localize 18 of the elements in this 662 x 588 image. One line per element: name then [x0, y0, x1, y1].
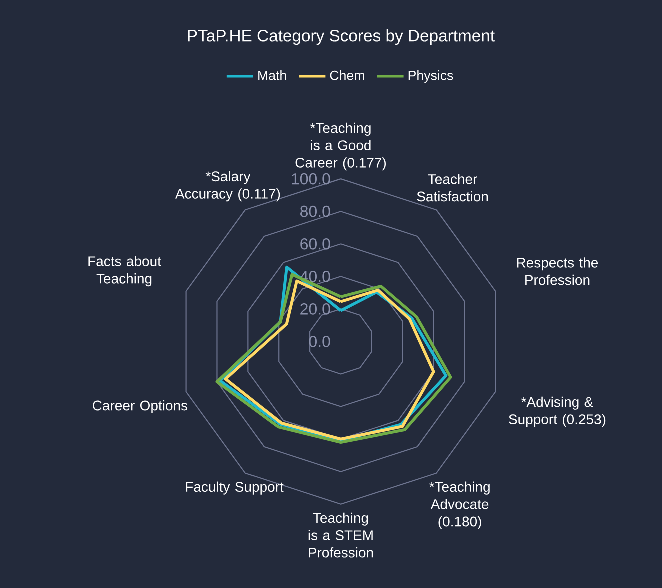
spoke-label: Faculty Support [186, 482, 284, 495]
spoke-label: Teacher Satisfaction [417, 174, 488, 202]
spoke-label: Career Options [93, 400, 188, 414]
spoke-label: Facts about Teaching [88, 256, 162, 287]
y-tick-label: 80.0 [300, 206, 330, 218]
spoke-label: *Teaching Advocate (0.180) [430, 482, 490, 530]
spoke-label: *Salary Accuracy (0.117) [175, 171, 280, 202]
legend-label: Math [258, 70, 286, 80]
legend-label: Chem [330, 70, 364, 80]
legend-label: Physics [408, 70, 454, 83]
spoke-label: *Advising & Support (0.253) [509, 396, 606, 428]
y-tick-label: 20.0 [300, 304, 330, 315]
spoke-label: Teaching is a STEM Profession [308, 512, 374, 558]
spoke-label: *Teaching is a Good Career (0.177) [296, 122, 386, 171]
y-tick-label: 60.0 [300, 238, 330, 250]
chart-title: PTaP.HE Category Scores by Department [188, 30, 495, 46]
y-tick-label: 100.0 [292, 173, 330, 185]
spoke-label: Respects the Profession [517, 258, 598, 286]
